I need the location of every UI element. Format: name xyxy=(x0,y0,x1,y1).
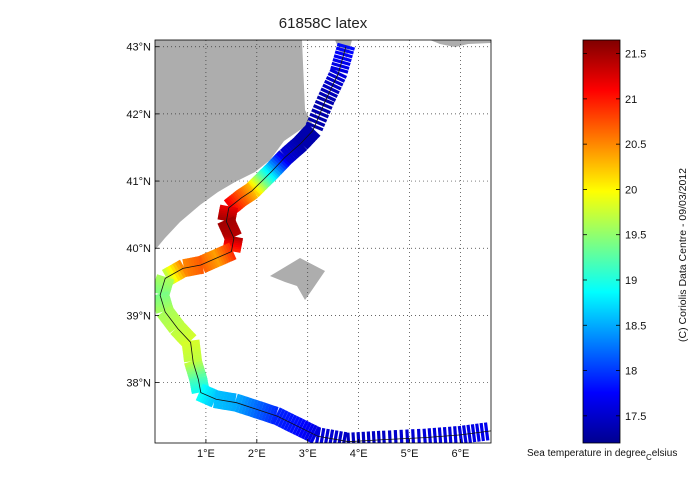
lat-tick-label: 42°N xyxy=(126,109,151,121)
land-iberia xyxy=(155,40,312,250)
lat-tick-label: 38°N xyxy=(126,378,151,390)
land-sardinia-tip xyxy=(430,40,491,47)
colorbar-ticks: 17.5 18 18.5 19 19.5 20 20.5 21 21.5 xyxy=(583,49,646,423)
longitude-axis: 1°E 2°E 3°E 4°E 5°E 6°E xyxy=(197,439,469,460)
lat-tick-label: 43°N xyxy=(126,42,151,54)
latitude-axis: 43°N 42°N 41°N 40°N 39°N 38°N xyxy=(126,42,159,390)
land-balearic-island xyxy=(270,258,325,300)
lon-tick-label: 3°E xyxy=(299,448,317,460)
map-frame xyxy=(154,39,492,444)
lon-tick-label: 1°E xyxy=(197,448,215,460)
lat-tick-label: 41°N xyxy=(126,176,151,188)
colorbar-tick-label: 17.5 xyxy=(625,411,646,423)
map-area xyxy=(155,40,491,443)
colorbar-tick-label: 21.5 xyxy=(625,49,646,61)
float-trajectory xyxy=(159,46,491,443)
lon-tick-label: 5°E xyxy=(401,448,419,460)
lon-tick-label: 4°E xyxy=(350,448,368,460)
colorbar-tick-label: 19 xyxy=(625,275,637,287)
map-title: 61858C latex xyxy=(279,15,368,32)
lat-tick-label: 39°N xyxy=(126,310,151,322)
colorbar-tick-label: 19.5 xyxy=(625,230,646,242)
lon-tick-label: 2°E xyxy=(248,448,266,460)
colorbar-tick-label: 21 xyxy=(625,94,637,106)
colorbar-tick-label: 18 xyxy=(625,366,637,378)
colorbar xyxy=(582,39,621,444)
colorbar-tick-label: 18.5 xyxy=(625,320,646,332)
colorbar-tick-label: 20 xyxy=(625,184,637,196)
credit-text: (C) Coriolis Data Centre - 09/03/2012 xyxy=(677,168,689,342)
lon-tick-label: 6°E xyxy=(452,448,470,460)
colorbar-tick-label: 20.5 xyxy=(625,139,646,151)
colorbar-label: Sea temperature in degreeCelsius xyxy=(527,448,677,462)
lat-tick-label: 40°N xyxy=(126,243,151,255)
grid xyxy=(155,40,491,443)
